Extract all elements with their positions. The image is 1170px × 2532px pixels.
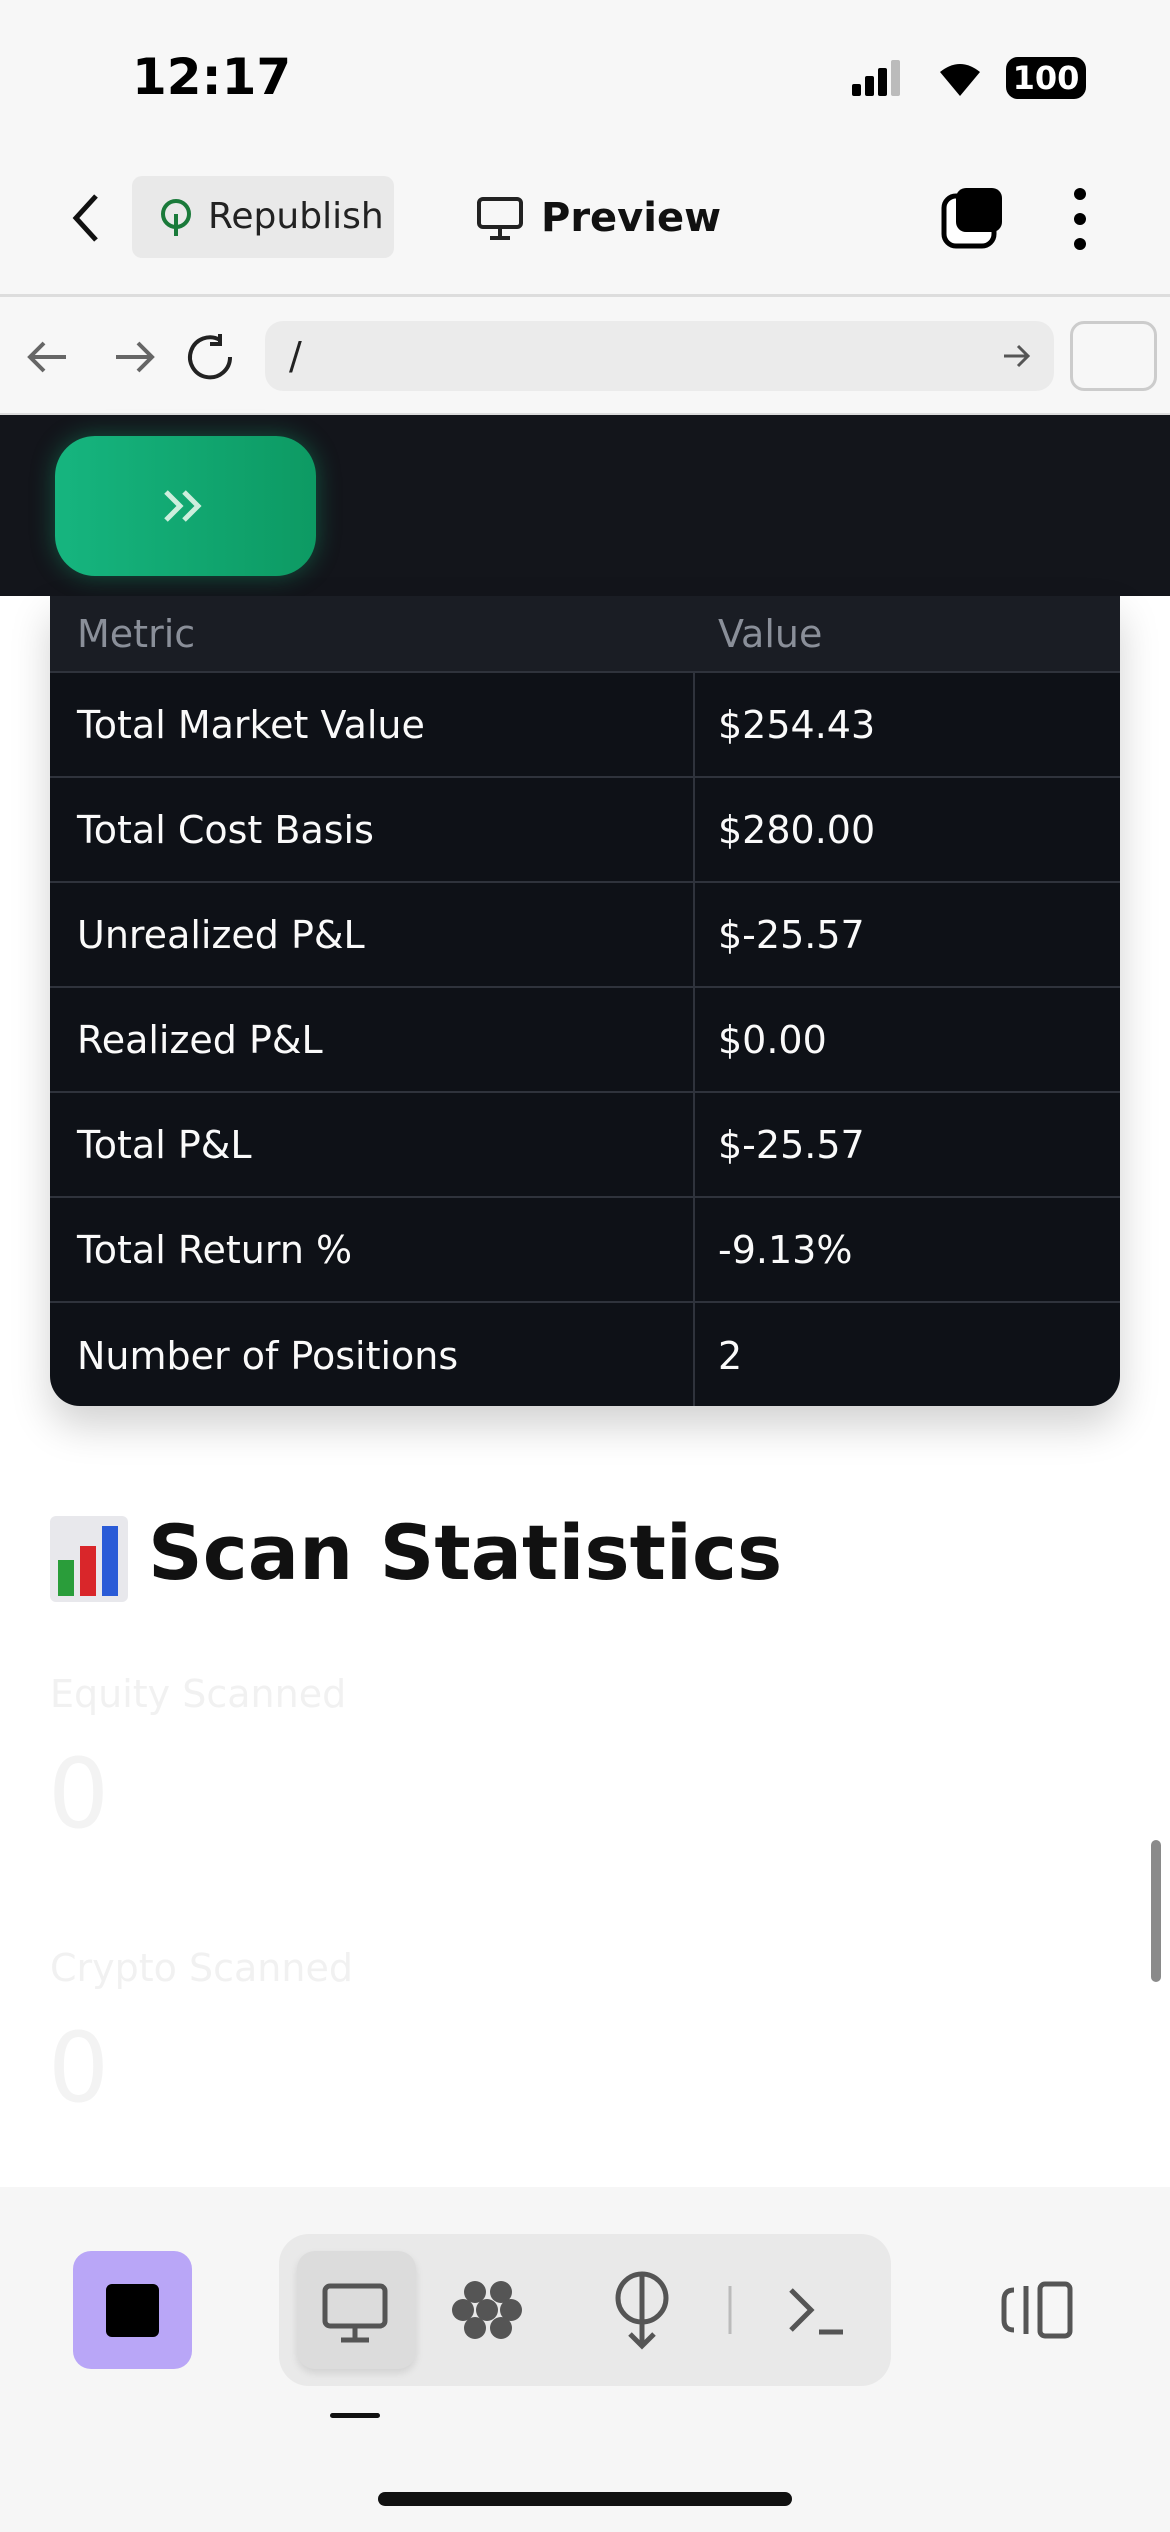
column-divider xyxy=(693,596,695,1406)
table-cell: $-25.57 xyxy=(718,912,865,957)
table-cell: Total Return % xyxy=(77,1227,353,1272)
back-button[interactable] xyxy=(66,190,106,246)
header-cell: Metric xyxy=(77,611,196,656)
table-cell: Total P&L xyxy=(77,1122,252,1167)
more-button[interactable] xyxy=(1066,186,1096,252)
tab-indicator xyxy=(330,2413,380,2418)
table-cell: 2 xyxy=(718,1333,743,1378)
url-field[interactable]: / xyxy=(265,321,1054,391)
tool-icons[interactable] xyxy=(279,2234,891,2386)
table-cell: $280.00 xyxy=(718,807,876,852)
republish-icon xyxy=(161,199,191,236)
table-cell: Unrealized P&L xyxy=(77,912,365,957)
nav-buttons[interactable] xyxy=(20,332,240,382)
battery: 100 xyxy=(1006,57,1086,99)
chart-emoji xyxy=(50,1516,128,1602)
republish-button[interactable]: Republish xyxy=(132,176,394,258)
table-header-row: Metric Value xyxy=(50,596,1120,673)
preview-label: Preview xyxy=(541,195,722,241)
scrollbar xyxy=(1151,1840,1161,1982)
preview-icon xyxy=(477,197,523,240)
table-row: Total Market Value $254.43 xyxy=(50,673,1120,778)
home-indicator xyxy=(378,2492,792,2506)
table-row: Total Cost Basis $280.00 xyxy=(50,778,1120,883)
table-cell: $0.00 xyxy=(718,1017,827,1062)
open-external-button[interactable] xyxy=(1070,321,1157,391)
go-icon[interactable] xyxy=(1000,340,1034,372)
table-cell: $-25.57 xyxy=(718,1122,865,1167)
table-row: Total P&L $-25.57 xyxy=(50,1093,1120,1198)
stop-button[interactable] xyxy=(73,2251,192,2369)
preview-tab[interactable] xyxy=(297,2251,416,2369)
table-row: Number of Positions 2 xyxy=(50,1303,1120,1406)
table-cell: Realized P&L xyxy=(77,1017,323,1062)
table-cell: Total Market Value xyxy=(77,702,425,747)
table-cell: Number of Positions xyxy=(77,1333,459,1378)
section-title: Scan Statistics xyxy=(148,1508,783,1597)
status-icons xyxy=(852,60,980,96)
layout-button[interactable] xyxy=(1000,2280,1076,2340)
metric-value: 0 xyxy=(48,2012,110,2124)
table-cell: $254.43 xyxy=(718,702,876,747)
divider xyxy=(0,413,1170,416)
metric-label: Equity Scanned xyxy=(50,1672,347,1716)
metric-label: Crypto Scanned xyxy=(50,1946,353,1990)
table-row: Realized P&L $0.00 xyxy=(50,988,1120,1093)
divider xyxy=(0,294,1170,297)
metric-value: 0 xyxy=(48,1738,110,1850)
table-cell: Total Cost Basis xyxy=(77,807,374,852)
table-row: Unrealized P&L $-25.57 xyxy=(50,883,1120,988)
table-row: Total Return % -9.13% xyxy=(50,1198,1120,1303)
tabs-button[interactable] xyxy=(940,186,1006,252)
chevrons-icon xyxy=(164,490,202,522)
status-time: 12:17 xyxy=(132,48,292,106)
sidebar-toggle[interactable] xyxy=(55,436,316,576)
summary-table: Metric Value Total Market Value $254.43 Tota… xyxy=(50,596,1120,1406)
table-cell: -9.13% xyxy=(718,1227,853,1272)
header-cell: Value xyxy=(718,611,823,656)
